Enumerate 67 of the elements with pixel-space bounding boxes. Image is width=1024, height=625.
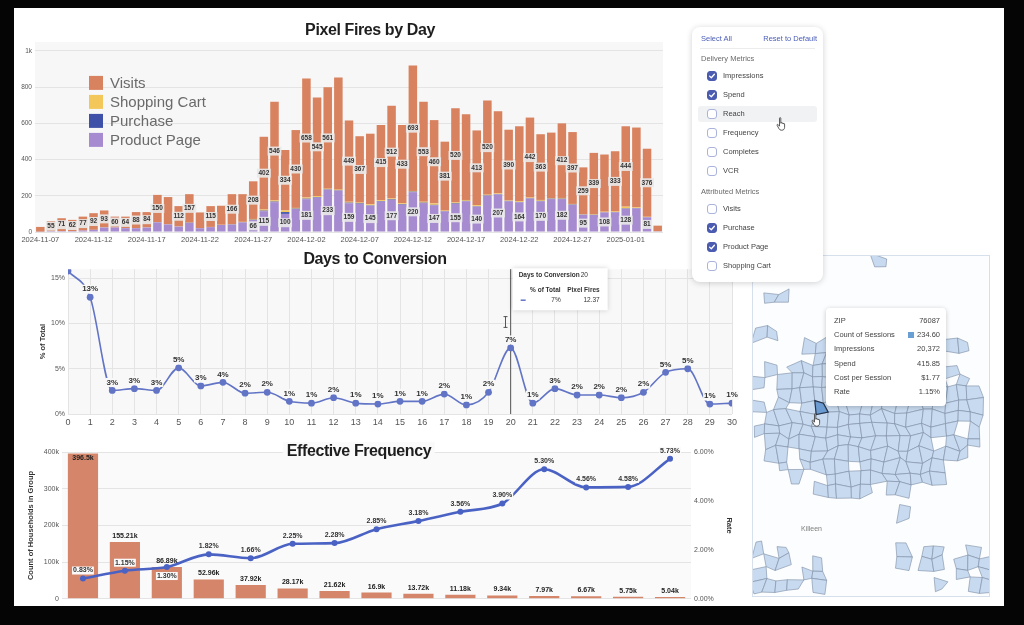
data-label: 2%	[571, 382, 583, 392]
data-label: 3%	[549, 375, 561, 385]
x-tick-label: 3	[131, 416, 137, 427]
data-label: 1%	[394, 388, 406, 398]
data-label: 1%	[283, 388, 296, 398]
data-label: 3%	[128, 375, 141, 385]
data-label: 3%	[150, 377, 163, 387]
data-label: 2%	[482, 379, 495, 389]
x-tick-label: 5	[176, 416, 182, 427]
data-label: 1%	[416, 388, 428, 398]
x-tick-label: 17	[439, 416, 450, 427]
chart-title: Days to Conversion	[302, 250, 448, 268]
data-label: 2%	[615, 384, 628, 394]
legend-label: Visits	[110, 74, 146, 92]
legend-label: Purchase	[110, 112, 174, 130]
data-label: 7%	[504, 335, 517, 345]
data-label: 2%	[637, 379, 650, 389]
data-label: 1%	[305, 390, 318, 400]
data-label: 5%	[659, 359, 672, 369]
x-tick-label: 13	[350, 416, 361, 427]
x-tick-label: 12	[328, 416, 339, 427]
data-label: 2%	[438, 381, 451, 391]
x-tick-label: 6	[198, 416, 204, 427]
x-tick-label: 1	[87, 416, 93, 427]
legend-label: Shopping Cart	[110, 93, 207, 111]
data-label: 5%	[172, 355, 185, 365]
x-tick-label: 16	[417, 416, 428, 427]
x-tick-label: 28	[682, 416, 693, 427]
x-tick-label: 7	[220, 416, 226, 427]
x-tick-label: 9	[264, 416, 270, 427]
data-label: 3%	[106, 377, 119, 387]
x-tick-label: 4	[154, 416, 160, 427]
x-tick-label: 19	[483, 416, 494, 427]
x-tick-label: 25	[616, 416, 627, 427]
x-tick-label: 8	[242, 416, 248, 427]
x-tick-label: 10	[284, 416, 295, 427]
x-tick-label: 29	[704, 416, 715, 427]
x-tick-label: 30	[726, 416, 738, 427]
data-label: 1%	[704, 391, 716, 401]
x-tick-label: 27	[660, 416, 671, 427]
x-tick-label: 22	[549, 416, 560, 427]
data-label: 1%	[349, 390, 362, 400]
data-label: 2%	[239, 380, 251, 390]
x-tick-label: 18	[461, 416, 472, 427]
data-label: 3%	[195, 373, 207, 383]
x-tick-label: 23	[572, 416, 583, 427]
x-tick-label: 26	[638, 416, 649, 427]
data-label: 4%	[217, 369, 229, 379]
x-tick-label: 11	[306, 416, 317, 427]
x-tick-label: 2	[109, 416, 115, 427]
data-label: 2%	[261, 379, 273, 389]
data-label: 2%	[327, 384, 340, 394]
data-label: 1%	[460, 392, 473, 402]
x-tick-label: 20	[505, 416, 516, 427]
data-label: 1%	[726, 390, 738, 400]
x-tick-label: 21	[527, 416, 538, 427]
x-tick-label: 14	[372, 416, 383, 427]
data-label: 1%	[372, 391, 384, 401]
chart-title: Pixel Fires by Day	[304, 21, 436, 39]
x-tick-label: 15	[394, 416, 406, 427]
data-label: 2%	[593, 382, 605, 392]
legend-label: Product Page	[110, 131, 201, 149]
data-label: 13%	[82, 284, 99, 294]
data-label: 1%	[527, 390, 539, 400]
x-tick-label: 24	[594, 416, 605, 427]
chart-title: Effective Frequency	[282, 442, 436, 460]
data-label: 5%	[681, 355, 694, 365]
